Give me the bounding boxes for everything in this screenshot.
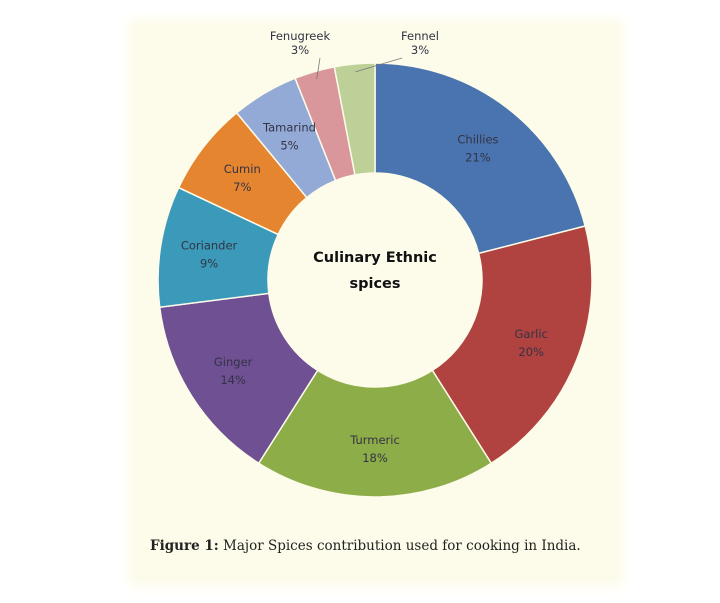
slice-label-turmeric: Turmeric [349,433,400,447]
slice-garlic [431,225,593,465]
slice-label-coriander: Coriander [181,239,238,253]
caption-label: Figure 1: [150,538,219,554]
slice-value-coriander: 9% [200,257,218,271]
leader-line-fennel [355,57,403,73]
slice-value-ginger: 14% [220,373,246,387]
slice-label-ginger: Ginger [214,355,253,369]
slice-value-tamarind: 5% [280,138,298,152]
slice-label-tamarind: Tamarind [262,120,316,134]
caption-text: Major Spices contribution used for cooki… [218,538,581,554]
slice-value-fennel: 3% [411,43,429,57]
slice-labels: Chillies 21% Garlic 20% Turmeric 18% Ginger 14%… [181,29,548,465]
slice-fennel [333,62,376,176]
slice-value-fenugreek: 3% [291,43,309,57]
slice-label-cumin: Cumin [224,162,261,176]
slice-value-chillies: 21% [465,150,491,164]
slices [157,62,593,498]
slice-ginger [158,292,319,465]
slice-value-cumin: 7% [233,180,251,194]
slice-label-fenugreek: Fenugreek [270,29,331,43]
center-title-line-1: Culinary Ethnic [313,250,437,266]
leader-line-fenugreek [316,57,321,80]
slice-value-garlic: 20% [518,345,544,359]
slice-turmeric [257,369,493,498]
slice-label-fennel: Fennel [401,29,439,43]
figure-caption: Figure 1: Major Spices contribution used… [150,538,581,554]
slice-label-garlic: Garlic [514,327,547,341]
center-title-line-2: spices [349,276,400,292]
slice-value-turmeric: 18% [362,451,388,465]
slice-chillies [374,62,587,255]
leader-lines [316,57,403,80]
slice-label-chillies: Chillies [457,132,498,146]
